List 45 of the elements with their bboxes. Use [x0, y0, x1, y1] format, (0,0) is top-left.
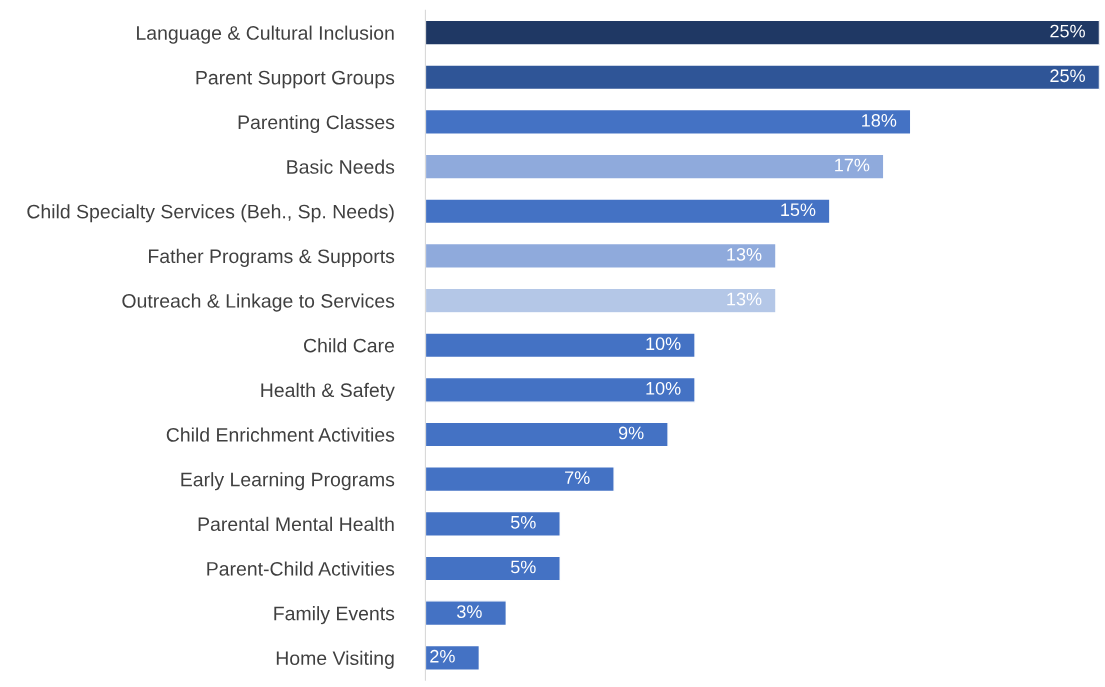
y-tick-label: Child Specialty Services (Beh., Sp. Needs): [27, 204, 394, 223]
bar: [425, 19, 1100, 46]
data-label: 7%: [565, 471, 590, 484]
bar: [425, 332, 696, 359]
data-label: 9%: [618, 426, 644, 440]
data-label: 2%: [430, 649, 455, 663]
y-tick-label: Basic Needs: [287, 159, 395, 174]
bar: [425, 287, 777, 314]
y-tick-label: Language & Cultural Inclusion: [137, 25, 394, 44]
bar: [425, 510, 561, 537]
y-tick-label: Parental Mental Health: [198, 516, 394, 532]
y-tick-label: Child Enrichment Activities: [166, 427, 395, 442]
data-label: 13%: [727, 292, 762, 306]
bar: [425, 421, 669, 448]
data-label: 15%: [781, 203, 816, 217]
y-tick-label: Family Events: [274, 606, 395, 625]
y-tick-label: Health & Safety: [261, 382, 395, 401]
bar: [425, 153, 885, 180]
bar: [425, 600, 508, 627]
data-label: 17%: [835, 158, 870, 172]
y-tick-label: Outreach & Linkage to Services: [122, 293, 395, 312]
y-tick-label: Parent Support Groups: [196, 70, 395, 89]
data-label: 10%: [646, 337, 681, 351]
y-tick-label: Child Care: [304, 338, 395, 353]
y-tick-label: Father Programs & Supports: [149, 248, 395, 267]
data-label: 5%: [510, 515, 536, 529]
data-label: 10%: [646, 381, 681, 395]
y-tick-label: Parenting Classes: [238, 114, 395, 134]
y-tick-label: Home Visiting: [276, 650, 394, 669]
bar: [425, 64, 1100, 91]
data-label: 25%: [1050, 69, 1085, 83]
bar: [425, 108, 912, 135]
data-label: 5%: [510, 560, 536, 574]
data-label: 3%: [457, 605, 482, 618]
bar: [425, 198, 831, 225]
data-label: 18%: [862, 114, 897, 127]
y-tick-label: Early Learning Programs: [181, 472, 395, 491]
bar: [425, 644, 481, 671]
y-tick-label: Parent-Child Activities: [207, 561, 395, 576]
bar: [425, 242, 777, 269]
bar: [425, 376, 696, 403]
data-label: 13%: [727, 247, 762, 261]
bar: [425, 466, 615, 493]
data-label: 25%: [1050, 24, 1085, 38]
bar: [425, 555, 561, 582]
